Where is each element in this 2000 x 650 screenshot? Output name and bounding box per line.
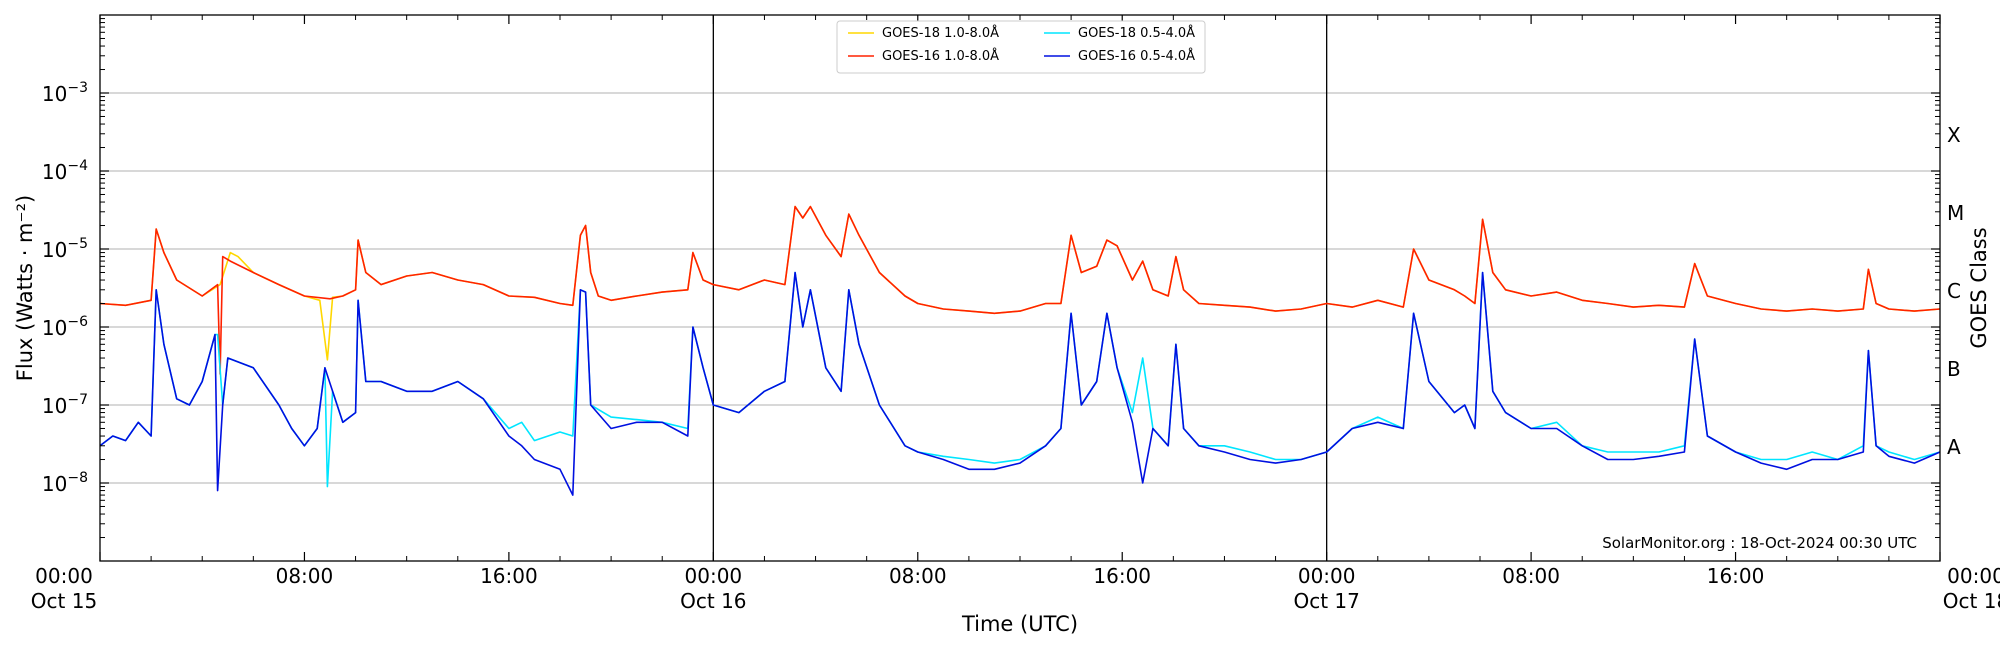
y-tick-label: 10−4 [42, 158, 88, 184]
x-tick-time: 16:00 [1707, 564, 1765, 588]
day-boundary-layer [712, 15, 1328, 561]
goes-class-label: A [1947, 435, 1961, 459]
y-axis-label: Flux (Watts · m⁻²) [13, 195, 37, 381]
x-tick-date: Oct 15 [31, 589, 97, 613]
goes-class-labels: A B C M X [1947, 123, 1964, 459]
grid-layer [100, 92, 1940, 484]
goes-class-label: M [1947, 201, 1964, 225]
y-axis-ticks: 10−8 10−7 10−6 10−5 10−4 10−3 [42, 18, 1940, 539]
series-layer [99, 205, 1941, 496]
y2-axis-label: GOES Class [1967, 227, 1991, 348]
x-tick-time: 00:00 [1947, 564, 2000, 588]
y-tick-label: 10−7 [42, 392, 88, 418]
y-tick-label: 10−8 [42, 470, 88, 496]
legend: GOES-18 1.0-8.0Å GOES-16 1.0-8.0Å GOES-18 … [836, 20, 1206, 74]
x-tick-time: 00:00 [1298, 564, 1356, 588]
series-line-4 [99, 271, 1941, 496]
y-tick-label: 10−3 [42, 80, 88, 106]
goes-class-label: C [1947, 279, 1961, 303]
x-tick-time: 08:00 [276, 564, 334, 588]
x-tick-date: Oct 18 [1943, 589, 2000, 613]
legend-label: GOES-16 0.5-4.0Å [1078, 48, 1195, 64]
y-tick-label: 10−5 [42, 236, 88, 262]
x-tick-time: 16:00 [1093, 564, 1151, 588]
x-tick-time: 16:00 [480, 564, 538, 588]
x-tick-time: 00:00 [35, 564, 93, 588]
goes-class-label: X [1947, 123, 1961, 147]
legend-frame [836, 20, 1206, 74]
y-tick-label: 10−6 [42, 314, 88, 340]
x-axis-label: Time (UTC) [961, 612, 1078, 636]
x-tick-date: Oct 17 [1293, 589, 1359, 613]
series-line-2 [99, 205, 1941, 375]
legend-label: GOES-16 1.0-8.0Å [882, 48, 999, 64]
legend-label: GOES-18 0.5-4.0Å [1078, 25, 1195, 41]
x-tick-time: 00:00 [685, 564, 743, 588]
x-tick-time: 08:00 [889, 564, 947, 588]
legend-label: GOES-18 1.0-8.0Å [882, 25, 999, 41]
x-tick-time: 08:00 [1502, 564, 1560, 588]
goes-class-label: B [1947, 357, 1961, 381]
credit-text: SolarMonitor.org : 18-Oct-2024 00:30 UTC [1602, 534, 1917, 552]
x-tick-date: Oct 16 [680, 589, 746, 613]
